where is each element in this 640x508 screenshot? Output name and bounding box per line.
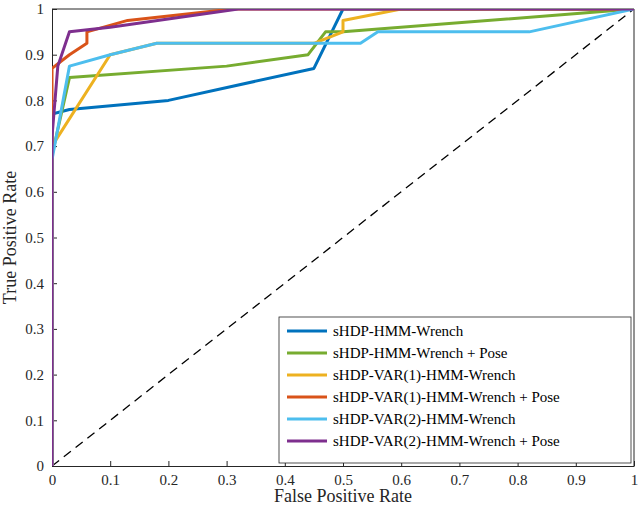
legend-swatch	[287, 418, 327, 421]
x-axis: 0 0.1 0.2 0.3 0.4 0.5 0.6 0.7 0.8 0.9 1	[49, 461, 639, 488]
roc-line	[52, 9, 634, 466]
legend-label: sHDP-VAR(1)-HMM-Wrench	[333, 367, 516, 384]
legend: sHDP-HMM-Wrench sHDP-HMM-Wrench + Pose sHD…	[279, 317, 631, 463]
tick-mark	[227, 461, 228, 466]
tick-label: 1	[631, 472, 639, 488]
tick-mark	[168, 461, 169, 466]
roc-line	[52, 9, 634, 466]
legend-swatch	[287, 330, 327, 333]
tick-mark	[52, 466, 57, 467]
tick-mark	[110, 461, 111, 466]
tick: 0.5	[334, 461, 353, 488]
tick: 0.3	[218, 461, 237, 488]
tick-label: 0.3	[25, 321, 44, 337]
legend-label: sHDP-HMM-Wrench	[333, 323, 464, 339]
tick-label: 0.7	[25, 138, 44, 154]
roc-line	[52, 9, 634, 466]
tick: 0.4	[276, 461, 295, 488]
chart: 00.10.20.30.40.50.60.70.80.9100.10.20.30…	[0, 0, 640, 508]
tick-label: 0.8	[509, 472, 528, 488]
tick-label: 0.9	[25, 47, 44, 63]
roc-line	[52, 9, 634, 466]
tick-mark	[52, 55, 57, 56]
tick: 1	[631, 461, 639, 488]
legend-label: sHDP-VAR(1)-HMM-Wrench + Pose	[333, 389, 560, 406]
legend-swatch	[287, 352, 327, 355]
axis-line	[53, 466, 635, 467]
legend-swatch	[287, 440, 327, 443]
legend-box	[279, 317, 631, 463]
frame	[52, 9, 634, 466]
plot-area	[52, 9, 634, 466]
tick-label: 0.9	[567, 472, 586, 488]
tick-label: 0.1	[101, 472, 120, 488]
tick: 0.6	[392, 461, 411, 488]
y-axis-title: True Positive Rate	[0, 171, 20, 304]
tick-label: 0	[49, 472, 57, 488]
tick-label: 0.4	[25, 276, 44, 292]
tick-label: 0.1	[25, 413, 44, 429]
tick: 0.9	[567, 461, 586, 488]
legend-swatch	[287, 396, 327, 399]
tick-label: 0.8	[25, 93, 44, 109]
reference-diagonal	[52, 9, 634, 466]
roc-line	[52, 9, 634, 466]
tick-label: 1	[37, 1, 45, 17]
tick: 0	[37, 458, 58, 474]
tick-label: 0.5	[25, 230, 44, 246]
frame-right	[634, 9, 635, 466]
tick: 0.7	[451, 461, 470, 488]
tick: 0.8	[509, 461, 528, 488]
tick: 0.2	[160, 461, 179, 488]
tick-label: 0.6	[25, 184, 44, 200]
x-axis-title: False Positive Rate	[274, 486, 412, 506]
tick-label: 0.2	[25, 367, 44, 383]
tick-label: 0	[37, 458, 45, 474]
legend-label: sHDP-VAR(2)-HMM-Wrench	[333, 411, 516, 428]
legend-swatch	[287, 374, 327, 377]
tick-mark	[634, 461, 635, 466]
tick-label: 0.3	[218, 472, 237, 488]
tick-label: 0.2	[160, 472, 179, 488]
tick: 0.1	[101, 461, 120, 488]
tick: 1	[37, 1, 58, 17]
legend-label: sHDP-VAR(2)-HMM-Wrench + Pose	[333, 433, 560, 450]
tick: 0.9	[25, 47, 57, 63]
tick-label: 0.7	[451, 472, 470, 488]
tick-mark	[52, 9, 57, 10]
roc-line	[52, 9, 634, 466]
legend-label: sHDP-HMM-Wrench + Pose	[333, 345, 508, 361]
